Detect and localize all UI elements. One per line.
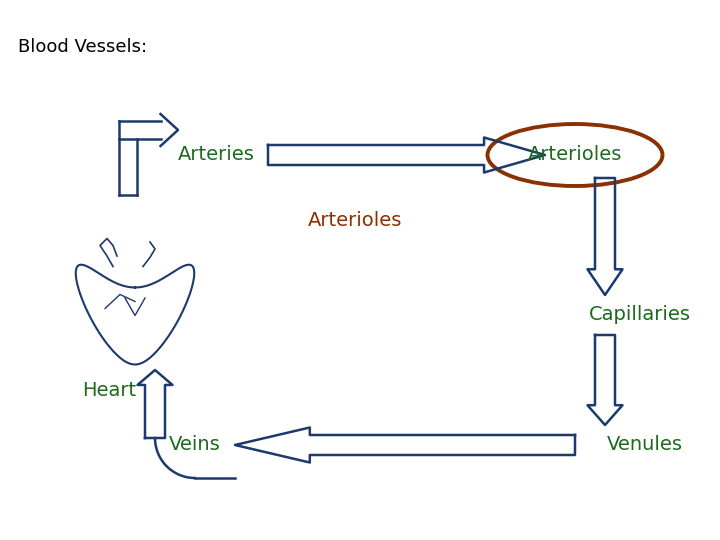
Text: Veins: Veins xyxy=(169,435,221,455)
Text: Capillaries: Capillaries xyxy=(589,306,691,325)
Text: Blood Vessels:: Blood Vessels: xyxy=(18,38,147,56)
Text: Arteries: Arteries xyxy=(178,145,255,165)
Text: Venules: Venules xyxy=(607,435,683,455)
Text: Arterioles: Arterioles xyxy=(528,145,622,165)
Text: Heart: Heart xyxy=(82,381,136,400)
Text: Arterioles: Arterioles xyxy=(308,211,402,229)
